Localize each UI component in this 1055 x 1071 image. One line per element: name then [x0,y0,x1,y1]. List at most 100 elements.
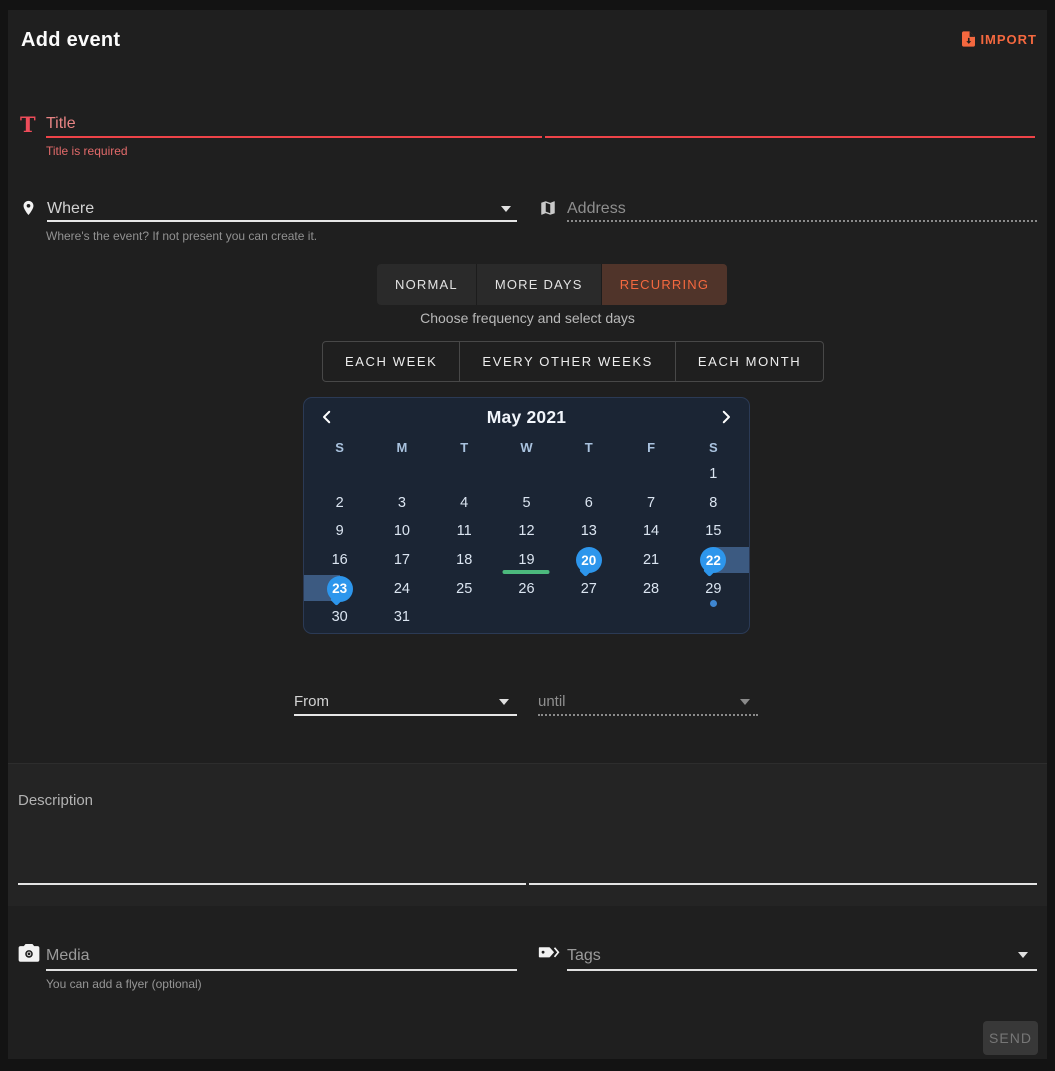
calendar-day-3[interactable]: 3 [371,489,433,518]
calendar-day-8[interactable]: 8 [682,489,744,518]
calendar-day-7[interactable]: 7 [620,489,682,518]
calendar-day-16[interactable]: 16 [309,546,371,575]
calendar-weekday-header: T [460,439,469,455]
calendar-day-4[interactable]: 4 [433,489,495,518]
day-number: 13 [580,523,597,540]
day-number: 9 [335,523,344,540]
until-placeholder: until [538,693,566,710]
import-button[interactable]: IMPORT [962,31,1037,47]
description-section: Description [8,763,1047,906]
view-tabs: NORMAL MORE DAYS RECURRING [377,264,728,305]
camera-icon [18,944,40,968]
calendar-day-18[interactable]: 18 [433,546,495,575]
day-number: 2 [335,494,344,511]
calendar-day-25[interactable]: 25 [433,574,495,603]
tab-recurring[interactable]: RECURRING [601,264,728,305]
calendar-day-2[interactable]: 2 [309,489,371,518]
calendar-day-26[interactable]: 26 [495,574,557,603]
file-import-icon [962,31,976,47]
calendar-day-14[interactable]: 14 [620,517,682,546]
calendar-day-28[interactable]: 28 [620,574,682,603]
day-number: 27 [580,580,597,597]
calendar-day-1[interactable]: 1 [682,460,744,489]
day-number: 26 [518,580,535,597]
calendar-day-5[interactable]: 5 [495,489,557,518]
tab-more-days[interactable]: MORE DAYS [477,264,602,305]
day-number: 18 [456,552,473,569]
media-helper-text: You can add a flyer (optional) [46,977,202,991]
tags-select[interactable]: Tags [567,947,601,964]
calendar-day-27[interactable]: 27 [558,574,620,603]
calendar-day-empty [558,460,620,489]
day-number: 10 [393,523,410,540]
calendar-day-20[interactable]: 20 [558,546,620,575]
day-number: 5 [522,494,531,511]
description-textarea[interactable]: Description [18,792,94,809]
where-select[interactable]: Where [47,200,95,217]
page-title: Add event [21,29,121,51]
from-placeholder: From [294,693,329,710]
calendar-prev-button[interactable] [316,408,338,430]
calendar-day-21[interactable]: 21 [620,546,682,575]
where-helper-text: Where's the event? If not present you ca… [46,229,318,243]
day-number: 25 [456,580,473,597]
frequency-button-each-week[interactable]: EACH WEEK [323,342,461,381]
title-field-icon: T [20,112,36,137]
calendar-day-10[interactable]: 10 [371,517,433,546]
calendar-day-9[interactable]: 9 [309,517,371,546]
media-underline [46,969,517,971]
calendar-day-19[interactable]: 19 [495,546,557,575]
calendar-day-11[interactable]: 11 [433,517,495,546]
frequency-button-each-month[interactable]: EACH MONTH [697,354,802,369]
where-underline [47,220,517,222]
tab-normal[interactable]: NORMAL [377,264,477,305]
calendar-day-31[interactable]: 31 [371,603,433,632]
from-dropdown-arrow-icon [499,699,509,705]
send-button[interactable]: SEND [983,1021,1038,1055]
until-time-select[interactable]: until [538,693,758,716]
day-number: 3 [397,494,406,511]
calendar-day-17[interactable]: 17 [371,546,433,575]
calendar-day-29[interactable]: 29 [682,574,744,607]
day-number: 7 [647,494,656,511]
calendar-day-empty [620,460,682,489]
calendar-day-empty [620,603,682,632]
day-number: 6 [584,494,593,511]
address-input[interactable]: Address [567,200,626,217]
where-dropdown-arrow-icon[interactable] [501,206,511,212]
media-input[interactable]: Media [46,947,90,964]
chevron-right-icon [717,408,735,431]
calendar-day-6[interactable]: 6 [558,489,620,518]
map-icon [539,198,557,223]
from-time-select[interactable]: From [294,693,517,716]
title-input[interactable]: Title [46,115,76,132]
calendar-weekday-header: W [520,439,533,455]
day-number: 24 [393,580,410,597]
tags-dropdown-arrow-icon[interactable] [1018,952,1028,958]
calendar-day-13[interactable]: 13 [558,517,620,546]
day-number: 19 [518,552,535,569]
frequency-button-every-other-weeks[interactable]: EVERY OTHER WEEKS [460,342,676,381]
calendar-day-empty [495,460,557,489]
calendar-day-30[interactable]: 30 [309,603,371,632]
day-number: 14 [642,523,660,540]
title-error-message: Title is required [46,144,128,158]
calendar-day-23[interactable]: 23 [304,574,371,603]
calendar-day-24[interactable]: 24 [371,574,433,603]
frequency-hint: Choose frequency and select days [420,310,635,326]
calendar-day-15[interactable]: 15 [682,517,744,546]
calendar-next-button[interactable] [715,408,737,430]
selected-day-marker: 23 [326,575,353,602]
calendar-weekday-header: T [584,439,593,455]
calendar-weekday-header: M [396,439,408,455]
day-number: 21 [642,552,660,569]
calendar-day-empty [371,460,433,489]
calendar-day-22[interactable]: 22 [682,546,749,575]
day-number: 12 [518,523,535,540]
calendar-grid: 1 2 3 4 5 6 7 8 9 10 11 12 13 14 15 16 17 18 19 20 21 22 23 24 2… [304,460,749,632]
calendar-weekday-header: F [647,439,656,455]
calendar-day-12[interactable]: 12 [495,517,557,546]
tags-underline [567,969,1037,971]
